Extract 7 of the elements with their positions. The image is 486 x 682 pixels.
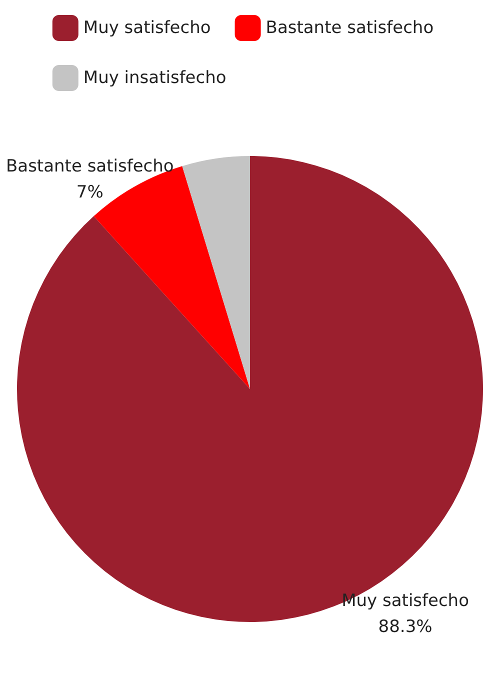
slice-label: Bastante satisfecho — [6, 156, 174, 176]
slice-label: Muy satisfecho — [342, 590, 469, 611]
data-label: 7% — [76, 182, 104, 202]
legend-label: Bastante satisfecho — [266, 18, 434, 38]
data-label: 88.3% — [378, 616, 432, 637]
legend-label: Muy satisfecho — [83, 18, 211, 38]
legend-label: Muy insatisfecho — [83, 68, 226, 88]
